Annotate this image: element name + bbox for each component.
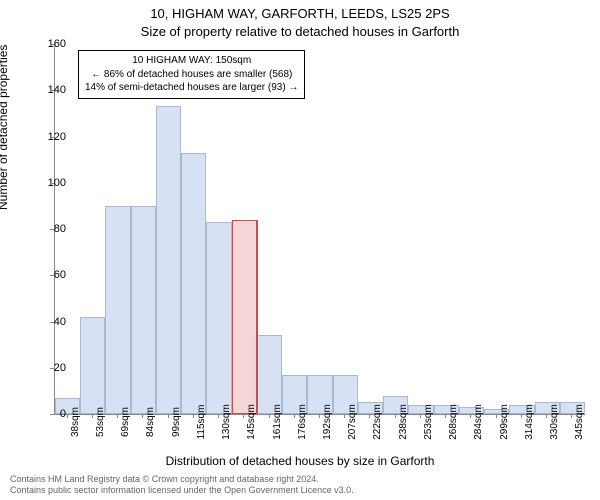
histogram-bar: [181, 153, 206, 414]
y-axis-label: Number of detached properties: [0, 45, 10, 210]
xtick-mark: [193, 414, 194, 418]
ytick-mark: [50, 229, 54, 230]
xtick-mark: [294, 414, 295, 418]
ytick-mark: [50, 137, 54, 138]
xtick-mark: [67, 414, 68, 418]
xtick-mark: [269, 414, 270, 418]
histogram-bar: [206, 222, 231, 414]
ytick-mark: [50, 90, 54, 91]
xtick-mark: [395, 414, 396, 418]
marker-line: [256, 220, 258, 414]
xtick-label: 222sqm: [372, 404, 383, 440]
ytick-mark: [50, 322, 54, 323]
xtick-mark: [168, 414, 169, 418]
footer-line1: Contains HM Land Registry data © Crown c…: [10, 474, 354, 485]
histogram-bar: [131, 206, 156, 414]
x-axis-label: Distribution of detached houses by size …: [0, 454, 600, 468]
xtick-mark: [369, 414, 370, 418]
ytick-mark: [50, 275, 54, 276]
xtick-label: 253sqm: [423, 404, 434, 440]
xtick-mark: [117, 414, 118, 418]
xtick-label: 161sqm: [272, 404, 283, 440]
annotation-box: 10 HIGHAM WAY: 150sqm← 86% of detached h…: [78, 50, 305, 99]
histogram-bar: [105, 206, 130, 414]
ytick-label: 60: [54, 269, 66, 281]
xtick-label: 192sqm: [322, 404, 333, 440]
histogram-bar: [156, 106, 181, 414]
footer-attribution: Contains HM Land Registry data © Crown c…: [10, 474, 354, 497]
xtick-label: 53sqm: [95, 407, 106, 437]
xtick-label: 314sqm: [524, 404, 535, 440]
xtick-mark: [243, 414, 244, 418]
xtick-label: 238sqm: [398, 404, 409, 440]
annotation-line3: 14% of semi-detached houses are larger (…: [85, 81, 298, 95]
xtick-label: 145sqm: [246, 404, 257, 440]
xtick-label: 299sqm: [499, 404, 510, 440]
xtick-mark: [546, 414, 547, 418]
ytick-mark: [50, 44, 54, 45]
ytick-mark: [50, 183, 54, 184]
plot-area: [54, 44, 585, 415]
ytick-label: 20: [54, 362, 66, 374]
xtick-mark: [571, 414, 572, 418]
xtick-label: 38sqm: [70, 407, 81, 437]
footer-line2: Contains public sector information licen…: [10, 485, 354, 496]
xtick-label: 69sqm: [120, 407, 131, 437]
xtick-mark: [470, 414, 471, 418]
chart-container: 10, HIGHAM WAY, GARFORTH, LEEDS, LS25 2P…: [0, 0, 600, 500]
xtick-mark: [319, 414, 320, 418]
ytick-mark: [50, 414, 54, 415]
xtick-mark: [92, 414, 93, 418]
xtick-label: 207sqm: [347, 404, 358, 440]
xtick-mark: [142, 414, 143, 418]
xtick-label: 130sqm: [221, 404, 232, 440]
title-subtitle: Size of property relative to detached ho…: [0, 24, 600, 39]
xtick-label: 115sqm: [196, 405, 207, 440]
xtick-mark: [496, 414, 497, 418]
title-address: 10, HIGHAM WAY, GARFORTH, LEEDS, LS25 2P…: [0, 6, 600, 21]
xtick-label: 330sqm: [549, 404, 560, 440]
xtick-label: 284sqm: [473, 404, 484, 440]
ytick-label: 40: [54, 316, 66, 328]
xtick-label: 345sqm: [574, 404, 585, 440]
ytick-label: 0: [60, 408, 66, 420]
histogram-bar: [232, 220, 257, 414]
xtick-mark: [420, 414, 421, 418]
xtick-mark: [344, 414, 345, 418]
xtick-mark: [445, 414, 446, 418]
xtick-label: 268sqm: [448, 404, 459, 440]
xtick-label: 176sqm: [297, 404, 308, 440]
xtick-mark: [218, 414, 219, 418]
xtick-label: 99sqm: [171, 407, 182, 437]
xtick-mark: [521, 414, 522, 418]
histogram-bar: [80, 317, 105, 414]
xtick-label: 84sqm: [145, 407, 156, 437]
ytick-label: 80: [54, 223, 66, 235]
annotation-line1: 10 HIGHAM WAY: 150sqm: [85, 54, 298, 68]
annotation-line2: ← 86% of detached houses are smaller (56…: [85, 68, 298, 82]
ytick-mark: [50, 368, 54, 369]
histogram-bar: [257, 335, 282, 414]
